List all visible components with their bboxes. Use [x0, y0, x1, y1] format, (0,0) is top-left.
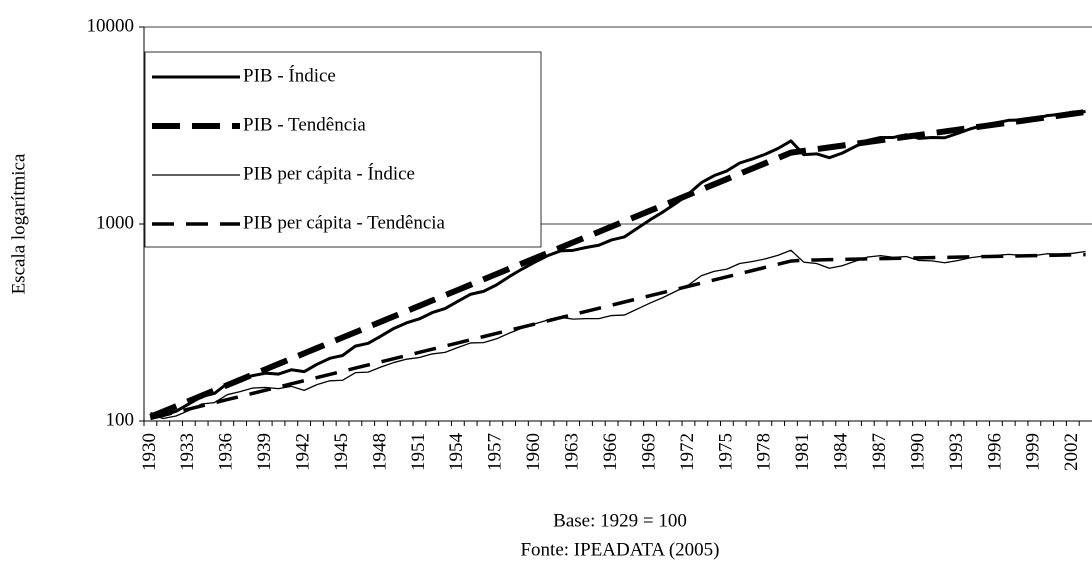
- x-tick-label: 1942: [292, 433, 313, 471]
- x-tick-label: 1990: [907, 433, 928, 471]
- x-tick-label: 1981: [792, 433, 813, 471]
- x-tick-label: 1984: [831, 433, 852, 472]
- x-tick-label: 1993: [946, 433, 967, 471]
- x-tick-label: 1996: [984, 433, 1005, 471]
- series-line: [149, 252, 1086, 421]
- series-line: [150, 110, 1086, 417]
- x-tick-label: 1975: [715, 433, 736, 471]
- x-tick-label: 2002: [1061, 433, 1082, 471]
- y-tick-label: 10000: [87, 15, 135, 36]
- x-tick-label: 1951: [408, 433, 429, 471]
- y-axis-label: Escala logarítmica: [8, 153, 29, 294]
- y-tick-label: 1000: [96, 212, 134, 233]
- legend-box: [144, 51, 542, 248]
- y-tick-label: 100: [106, 409, 135, 430]
- legend-label: PIB per cápita - Tendência: [243, 212, 446, 233]
- series-line: [149, 109, 1087, 420]
- x-axis-label: Base: 1929 = 100: [553, 510, 687, 531]
- x-tick-label: 1954: [446, 433, 467, 472]
- x-tick-label: 1939: [254, 433, 275, 471]
- x-tick-label: 1957: [485, 433, 506, 471]
- x-tick-label: 1987: [869, 433, 890, 471]
- source-note: Fonte: IPEADATA (2005): [520, 539, 719, 560]
- x-tick-label: 1930: [139, 433, 160, 471]
- x-tick-label: 1936: [216, 433, 237, 471]
- x-tick-label: 1960: [523, 433, 544, 471]
- x-tick-label: 1963: [562, 433, 583, 471]
- legend-label: PIB - Índice: [243, 64, 336, 86]
- x-tick-label: 1978: [754, 433, 775, 471]
- x-tick-label: 1945: [331, 433, 352, 471]
- x-tick-label: 1948: [369, 433, 390, 471]
- series-line: [150, 249, 1086, 420]
- x-tick-label: 1999: [1023, 433, 1044, 471]
- legend: PIB - Índice PIB - Tendência PIB per cápit…: [144, 51, 542, 248]
- x-tick-label: 1966: [600, 433, 621, 471]
- legend-label: PIB - Tendência: [243, 114, 366, 135]
- x-tick-label: 1933: [177, 433, 198, 471]
- legend-label: PIB per cápita - Índice: [243, 162, 415, 184]
- x-tick-label: 1972: [677, 433, 698, 471]
- x-tick-label: 1969: [638, 433, 659, 471]
